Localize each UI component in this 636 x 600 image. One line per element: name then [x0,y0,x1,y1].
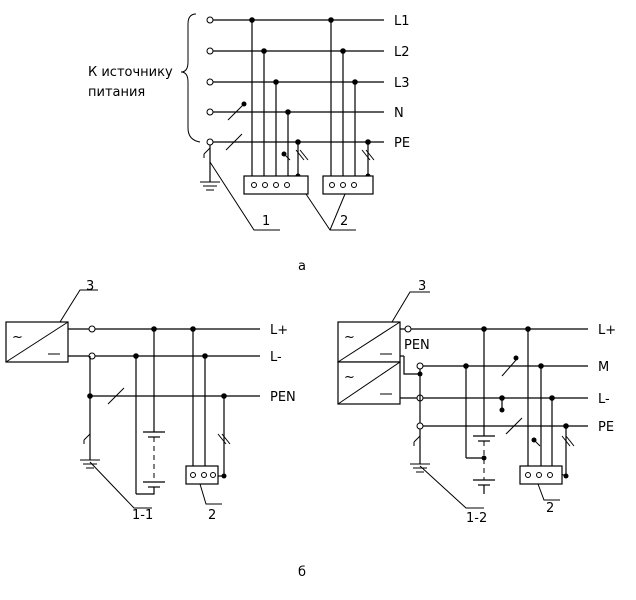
callout-a-1: 1 [262,214,270,229]
callout-b-left-1-1: 1-1 [132,508,153,523]
bus-lines-a [210,19,384,143]
callout-b-left-2: 2 [208,508,216,523]
callout-b-left-3: 3 [86,279,94,294]
callout-a-2: 2 [340,214,348,229]
source-label-line2: питания [88,85,145,100]
bus-label-left-lplus: L+ [270,323,288,338]
bus-label-l1: L1 [394,14,410,29]
device-box-a2 [322,175,374,195]
callout-b-right-1-2: 1-2 [466,511,487,526]
diagram-b-left: ~ 3 L+ L- PEN [5,279,296,523]
diagram-b-right: ~ ~ 3 PEN L+ M L- PE [337,279,616,526]
bus-label-right-m: M [598,360,609,375]
caption-b: б [298,565,306,580]
bus-label-right-pe: PE [598,420,614,435]
bus-label-right-lminus: L- [598,392,610,407]
callout-b-right-3: 3 [418,279,426,294]
diagram-a: К источнику питания L1 L2 L3 N PE [88,13,410,274]
bus-label-right-lplus: L+ [598,323,616,338]
svg-text:~: ~ [344,330,355,345]
caption-a: а [298,259,306,274]
source-label-line1: К источнику [88,65,173,80]
bus-label-left-pen: PEN [270,390,296,405]
source-brace [180,13,201,143]
pen-label-right: PEN [404,338,430,353]
bus-label-n: N [394,106,404,121]
svg-text:~: ~ [12,330,23,345]
bus-label-l2: L2 [394,45,410,60]
bus-label-pe: PE [394,136,410,151]
bus-label-left-lminus: L- [270,350,282,365]
callout-b-right-2: 2 [546,501,554,516]
svg-text:~: ~ [344,370,355,385]
bus-label-l3: L3 [394,76,410,91]
